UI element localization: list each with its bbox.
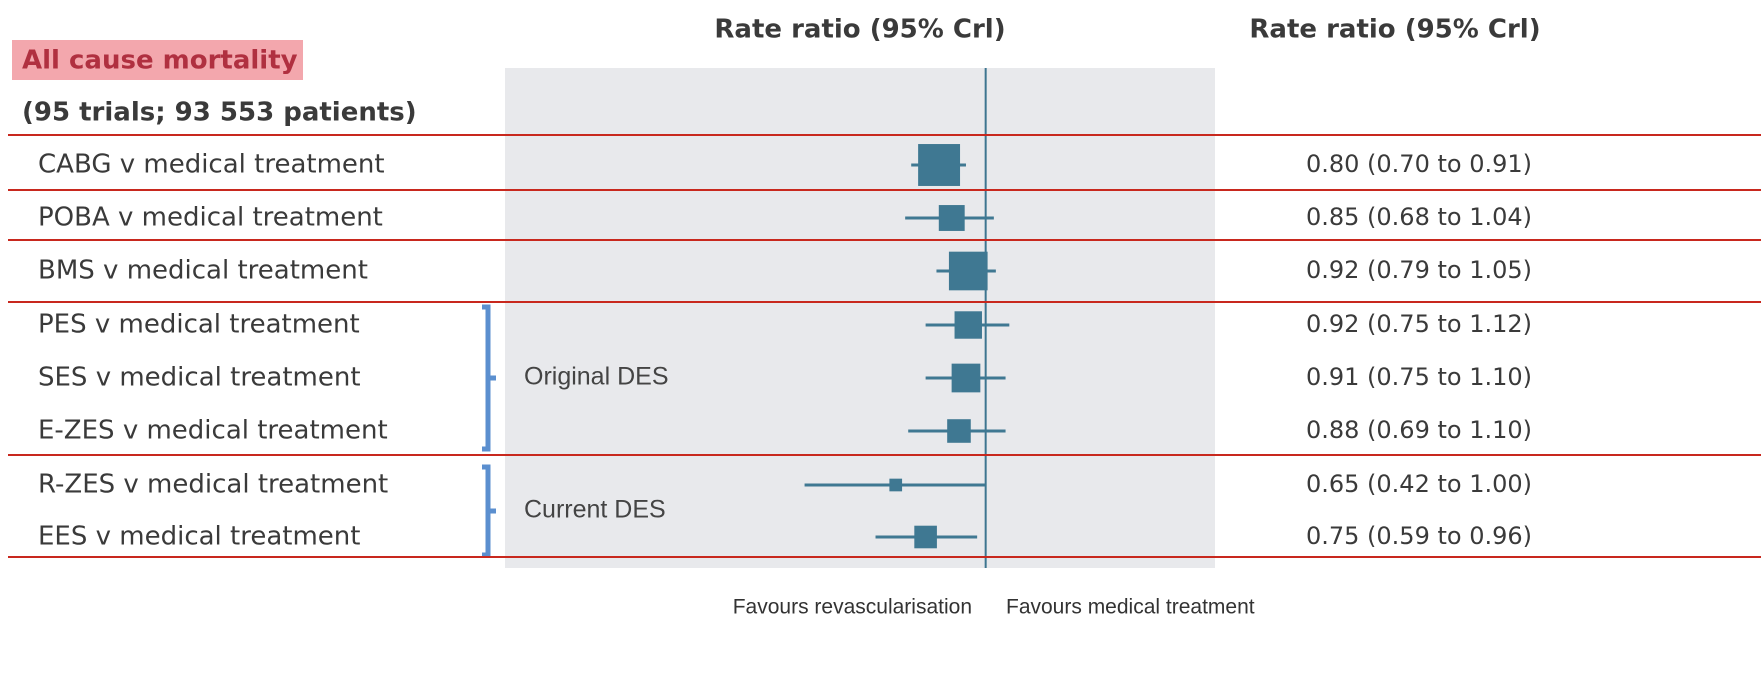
- row-label: PES v medical treatment: [38, 310, 360, 340]
- point-estimate: [954, 311, 982, 339]
- chart-title: All cause mortality: [22, 46, 298, 76]
- row-label: R-ZES v medical treatment: [38, 470, 388, 500]
- point-estimate: [938, 205, 965, 231]
- value-label: 0.85 (0.68 to 1.04): [1306, 203, 1532, 231]
- chart-subtitle: (95 trials; 93 553 patients): [22, 98, 417, 128]
- row-label: SES v medical treatment: [38, 363, 361, 393]
- row-label: CABG v medical treatment: [38, 150, 385, 180]
- value-label: 0.92 (0.75 to 1.12): [1306, 310, 1532, 338]
- column-header: Rate ratio (95% Crl): [714, 15, 1005, 45]
- value-label: 0.88 (0.69 to 1.10): [1306, 416, 1532, 444]
- row-label: BMS v medical treatment: [38, 256, 368, 286]
- point-estimate: [914, 525, 937, 549]
- value-label: 0.75 (0.59 to 0.96): [1306, 522, 1532, 550]
- group-bracket: [482, 464, 496, 558]
- point-estimate: [947, 419, 971, 443]
- point-estimate: [948, 251, 988, 291]
- value-label: 0.65 (0.42 to 1.00): [1306, 470, 1532, 498]
- plot-panel: [505, 68, 1215, 568]
- value-label: 0.91 (0.75 to 1.10): [1306, 363, 1532, 391]
- x-label-right: Favours medical treatment: [1006, 596, 1255, 619]
- row-label: E-ZES v medical treatment: [38, 416, 388, 446]
- value-label: 0.92 (0.79 to 1.05): [1306, 256, 1532, 284]
- x-label-left: Favours revascularisation: [733, 596, 972, 619]
- column-header: Rate ratio (95% Crl): [1249, 15, 1540, 45]
- group-label: Current DES: [524, 496, 666, 524]
- row-label: POBA v medical treatment: [38, 203, 383, 233]
- point-estimate: [889, 478, 903, 492]
- group-label: Original DES: [524, 363, 669, 391]
- value-label: 0.80 (0.70 to 0.91): [1306, 150, 1532, 178]
- group-bracket: [482, 304, 496, 452]
- row-label: EES v medical treatment: [38, 522, 360, 552]
- point-estimate: [951, 363, 981, 393]
- point-estimate: [918, 144, 961, 186]
- title-highlight: [12, 40, 303, 80]
